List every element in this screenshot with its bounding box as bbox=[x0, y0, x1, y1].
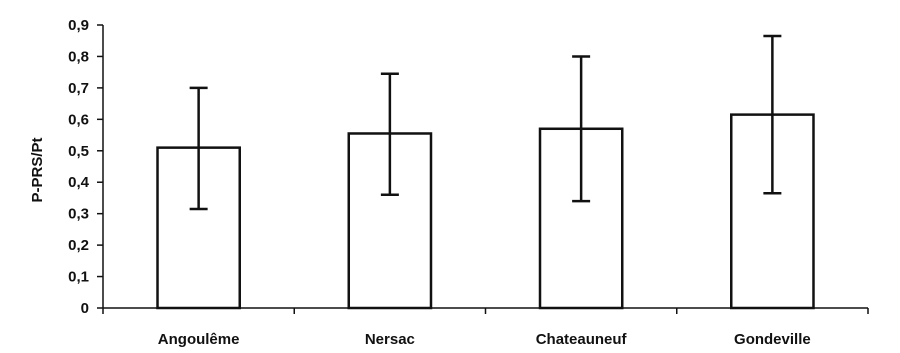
y-axis-title: P-PRS/Pt bbox=[29, 137, 46, 202]
category-label-3: Gondeville bbox=[734, 331, 811, 348]
category-label-2: Chateauneuf bbox=[536, 331, 628, 348]
error-bars bbox=[189, 34, 782, 211]
y-axis: 0 0,1 0,2 0,3 0,4 0,5 0,6 0,7 0,8 0,9 bbox=[68, 17, 104, 317]
y-tick-label: 0 bbox=[81, 300, 89, 317]
category-labels: Angoulême Nersac Chateauneuf Gondeville bbox=[158, 331, 811, 348]
bar-1 bbox=[347, 132, 433, 310]
y-tick-label: 0,7 bbox=[68, 80, 89, 97]
y-tick-label: 0,1 bbox=[68, 269, 89, 286]
y-tick-label: 0,4 bbox=[68, 174, 90, 191]
bars bbox=[156, 113, 815, 310]
category-label-1: Nersac bbox=[365, 331, 415, 348]
y-tick-label: 0,6 bbox=[68, 111, 89, 128]
y-tick-label: 0,9 bbox=[68, 17, 89, 34]
category-label-0: Angoulême bbox=[158, 331, 240, 348]
y-tick-label: 0,8 bbox=[68, 48, 89, 65]
y-tick-label: 0,3 bbox=[68, 206, 89, 223]
y-tick-label: 0,5 bbox=[68, 143, 89, 160]
y-tick-label: 0,2 bbox=[68, 237, 89, 254]
